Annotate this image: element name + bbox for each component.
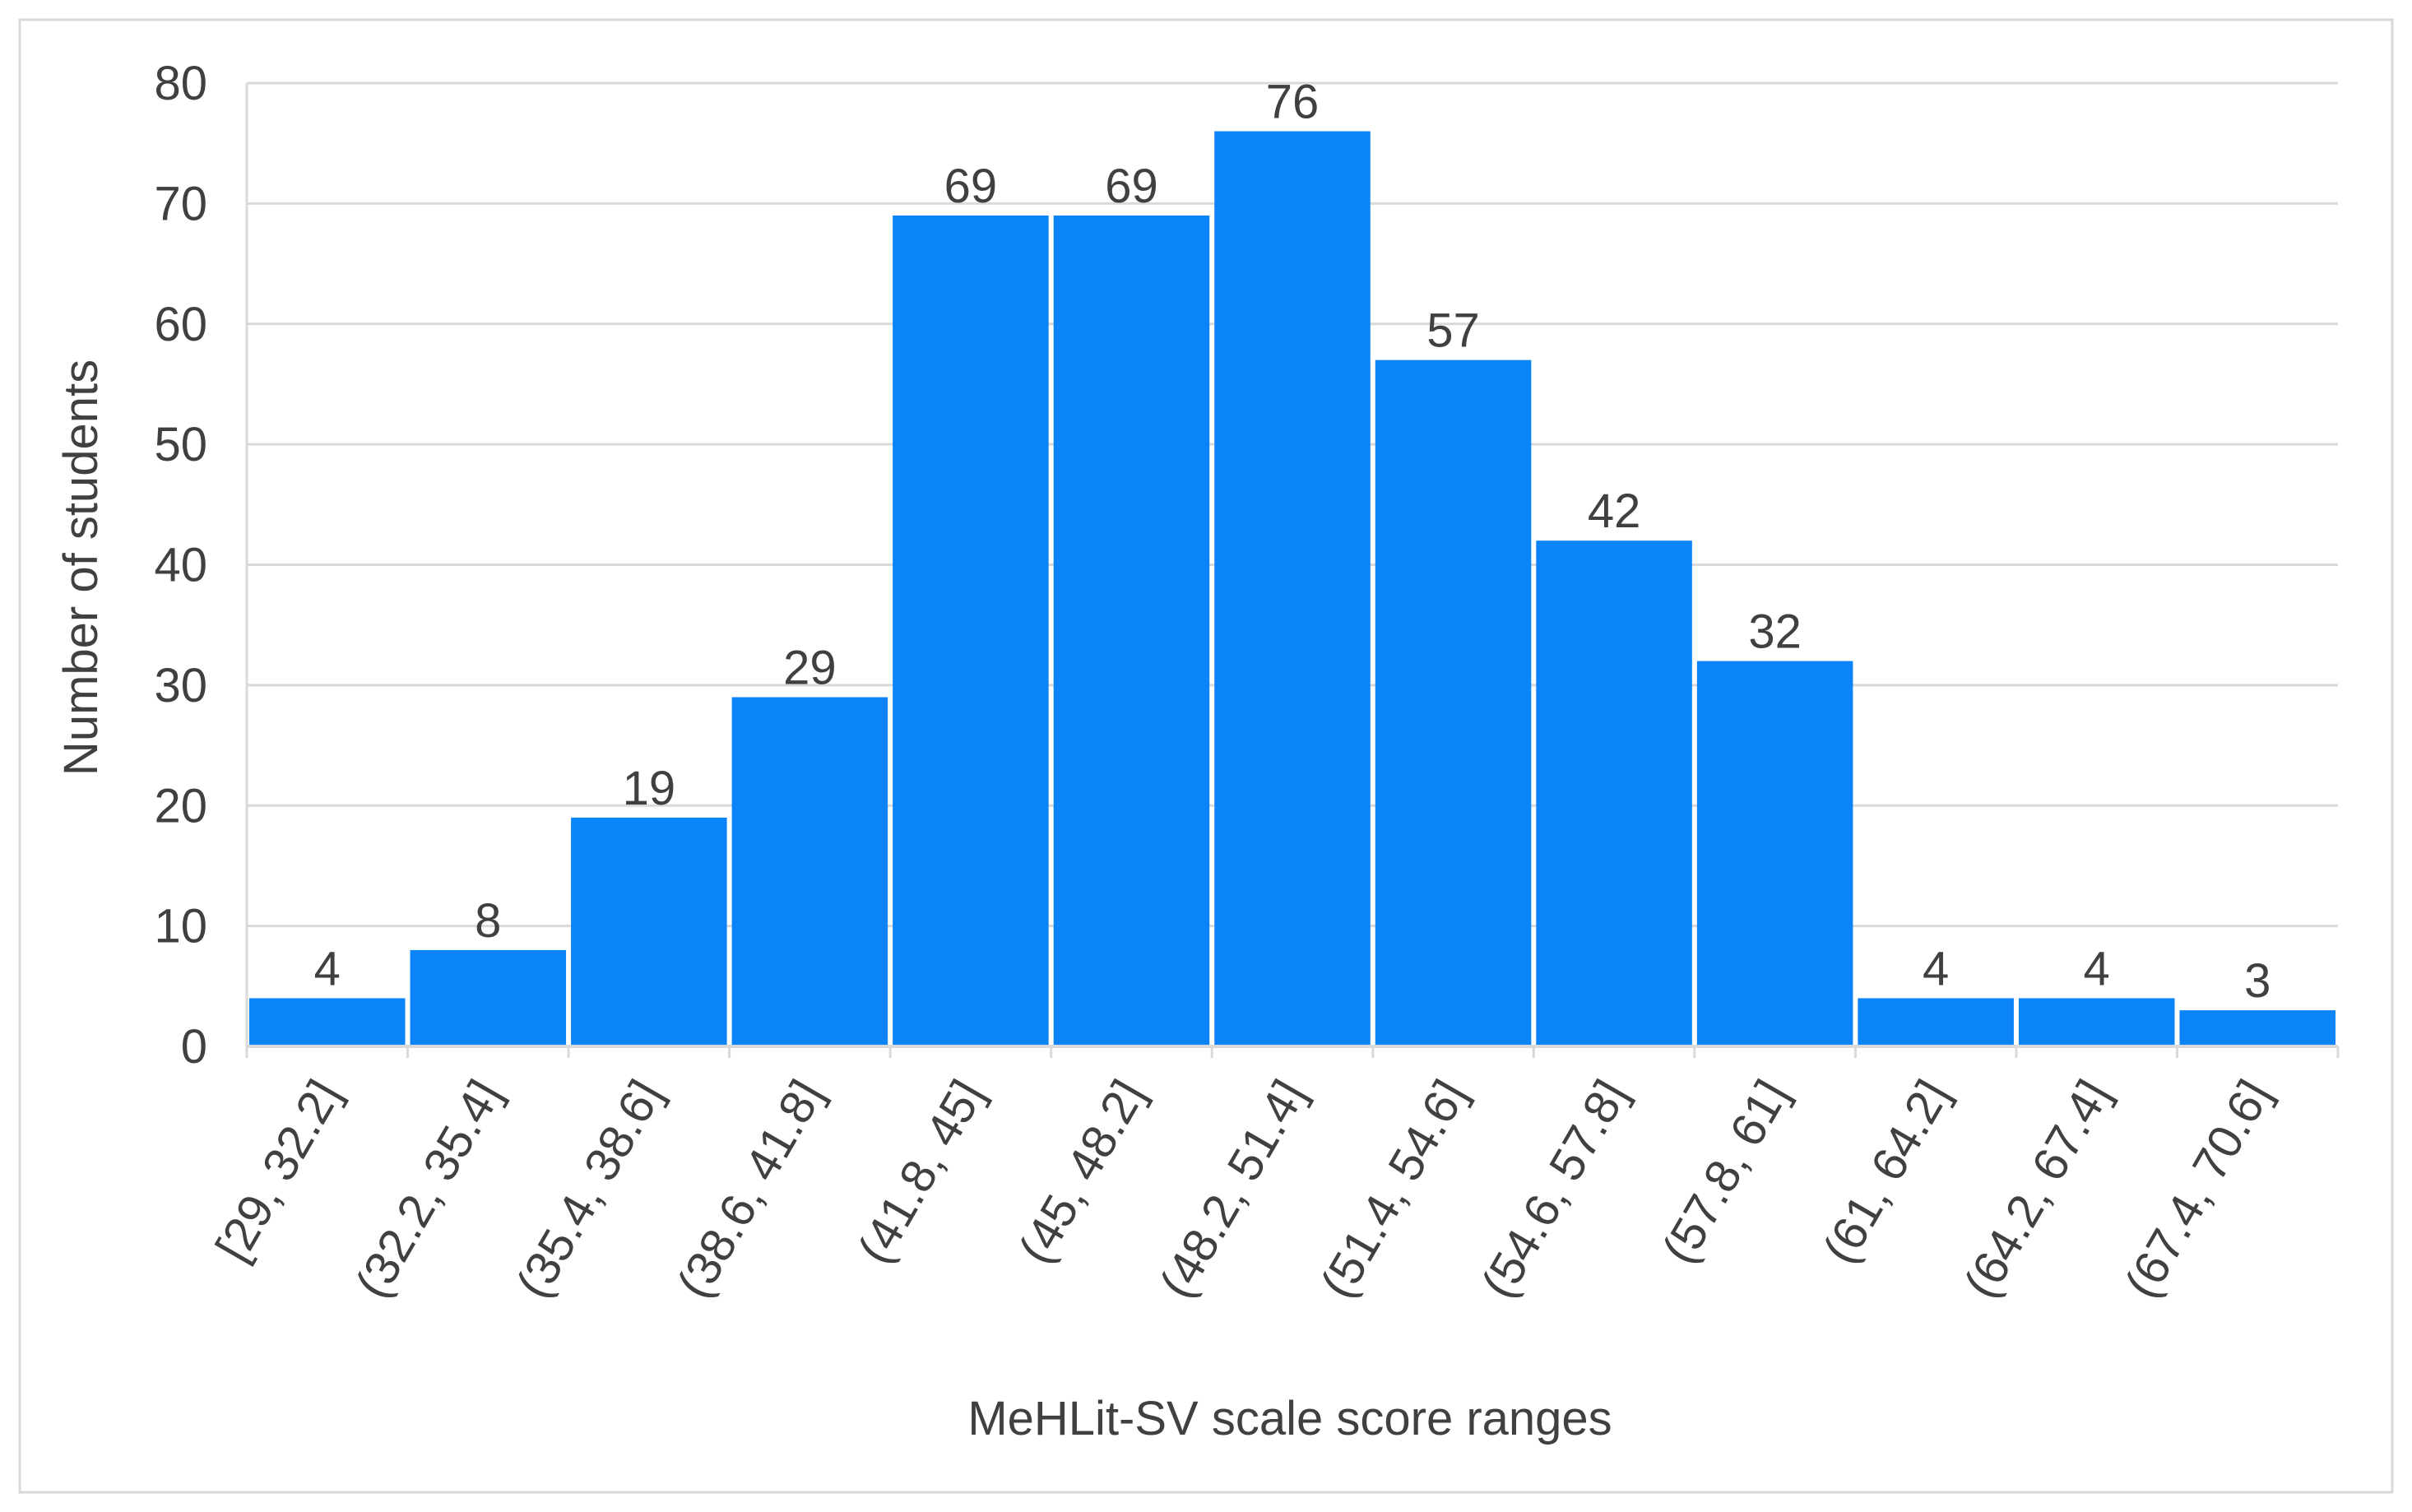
bar-data-label: 76 [1266, 76, 1320, 129]
bar [1375, 359, 1532, 1047]
data-labels: 4 8 19 29 69 69 76 57 42 32 4 4 3 [314, 76, 2271, 1009]
y-tick-label: 50 [154, 418, 207, 471]
bar-data-label: 69 [1105, 160, 1158, 213]
y-tick-label: 60 [154, 298, 207, 351]
bar-data-label: 32 [1748, 605, 1802, 659]
bar-data-label: 19 [623, 762, 676, 815]
bar-data-label: 42 [1588, 485, 1641, 538]
y-tick-label: 0 [181, 1020, 207, 1074]
y-tick-label: 70 [154, 177, 207, 230]
y-tick-label: 10 [154, 900, 207, 953]
bar-data-label: 4 [1923, 942, 1949, 995]
bar [1696, 661, 1853, 1046]
bar-data-label: 4 [2084, 942, 2110, 995]
bar [1858, 998, 2014, 1046]
bar-data-label: 69 [944, 160, 998, 213]
y-tick-label: 40 [154, 539, 207, 592]
bar [731, 697, 888, 1046]
y-tick-label: 20 [154, 779, 207, 833]
y-tick-label: 30 [154, 659, 207, 712]
axes [245, 83, 2340, 1058]
bar [1214, 131, 1371, 1046]
bar [2179, 1010, 2335, 1046]
x-axis-title: MeHLit-SV scale score ranges [967, 1392, 1612, 1445]
bars [249, 131, 2335, 1047]
bar-data-label: 3 [2244, 954, 2271, 1008]
bar [2018, 998, 2175, 1046]
bar [1053, 216, 1210, 1046]
bar [249, 998, 406, 1046]
bar [410, 949, 567, 1046]
chart-border [18, 18, 2394, 1494]
bar [1536, 540, 1692, 1046]
bar-data-label: 8 [475, 894, 501, 948]
bar [893, 216, 1049, 1046]
y-tick-label: 80 [154, 57, 207, 110]
bar [571, 817, 727, 1046]
y-axis-title: Number of students [54, 359, 108, 776]
bar-data-label: 57 [1426, 304, 1480, 358]
bar-data-label: 29 [783, 642, 837, 695]
bar-data-label: 4 [314, 942, 341, 995]
y-tick-labels: 0 10 20 30 40 50 60 70 80 [154, 57, 207, 1074]
